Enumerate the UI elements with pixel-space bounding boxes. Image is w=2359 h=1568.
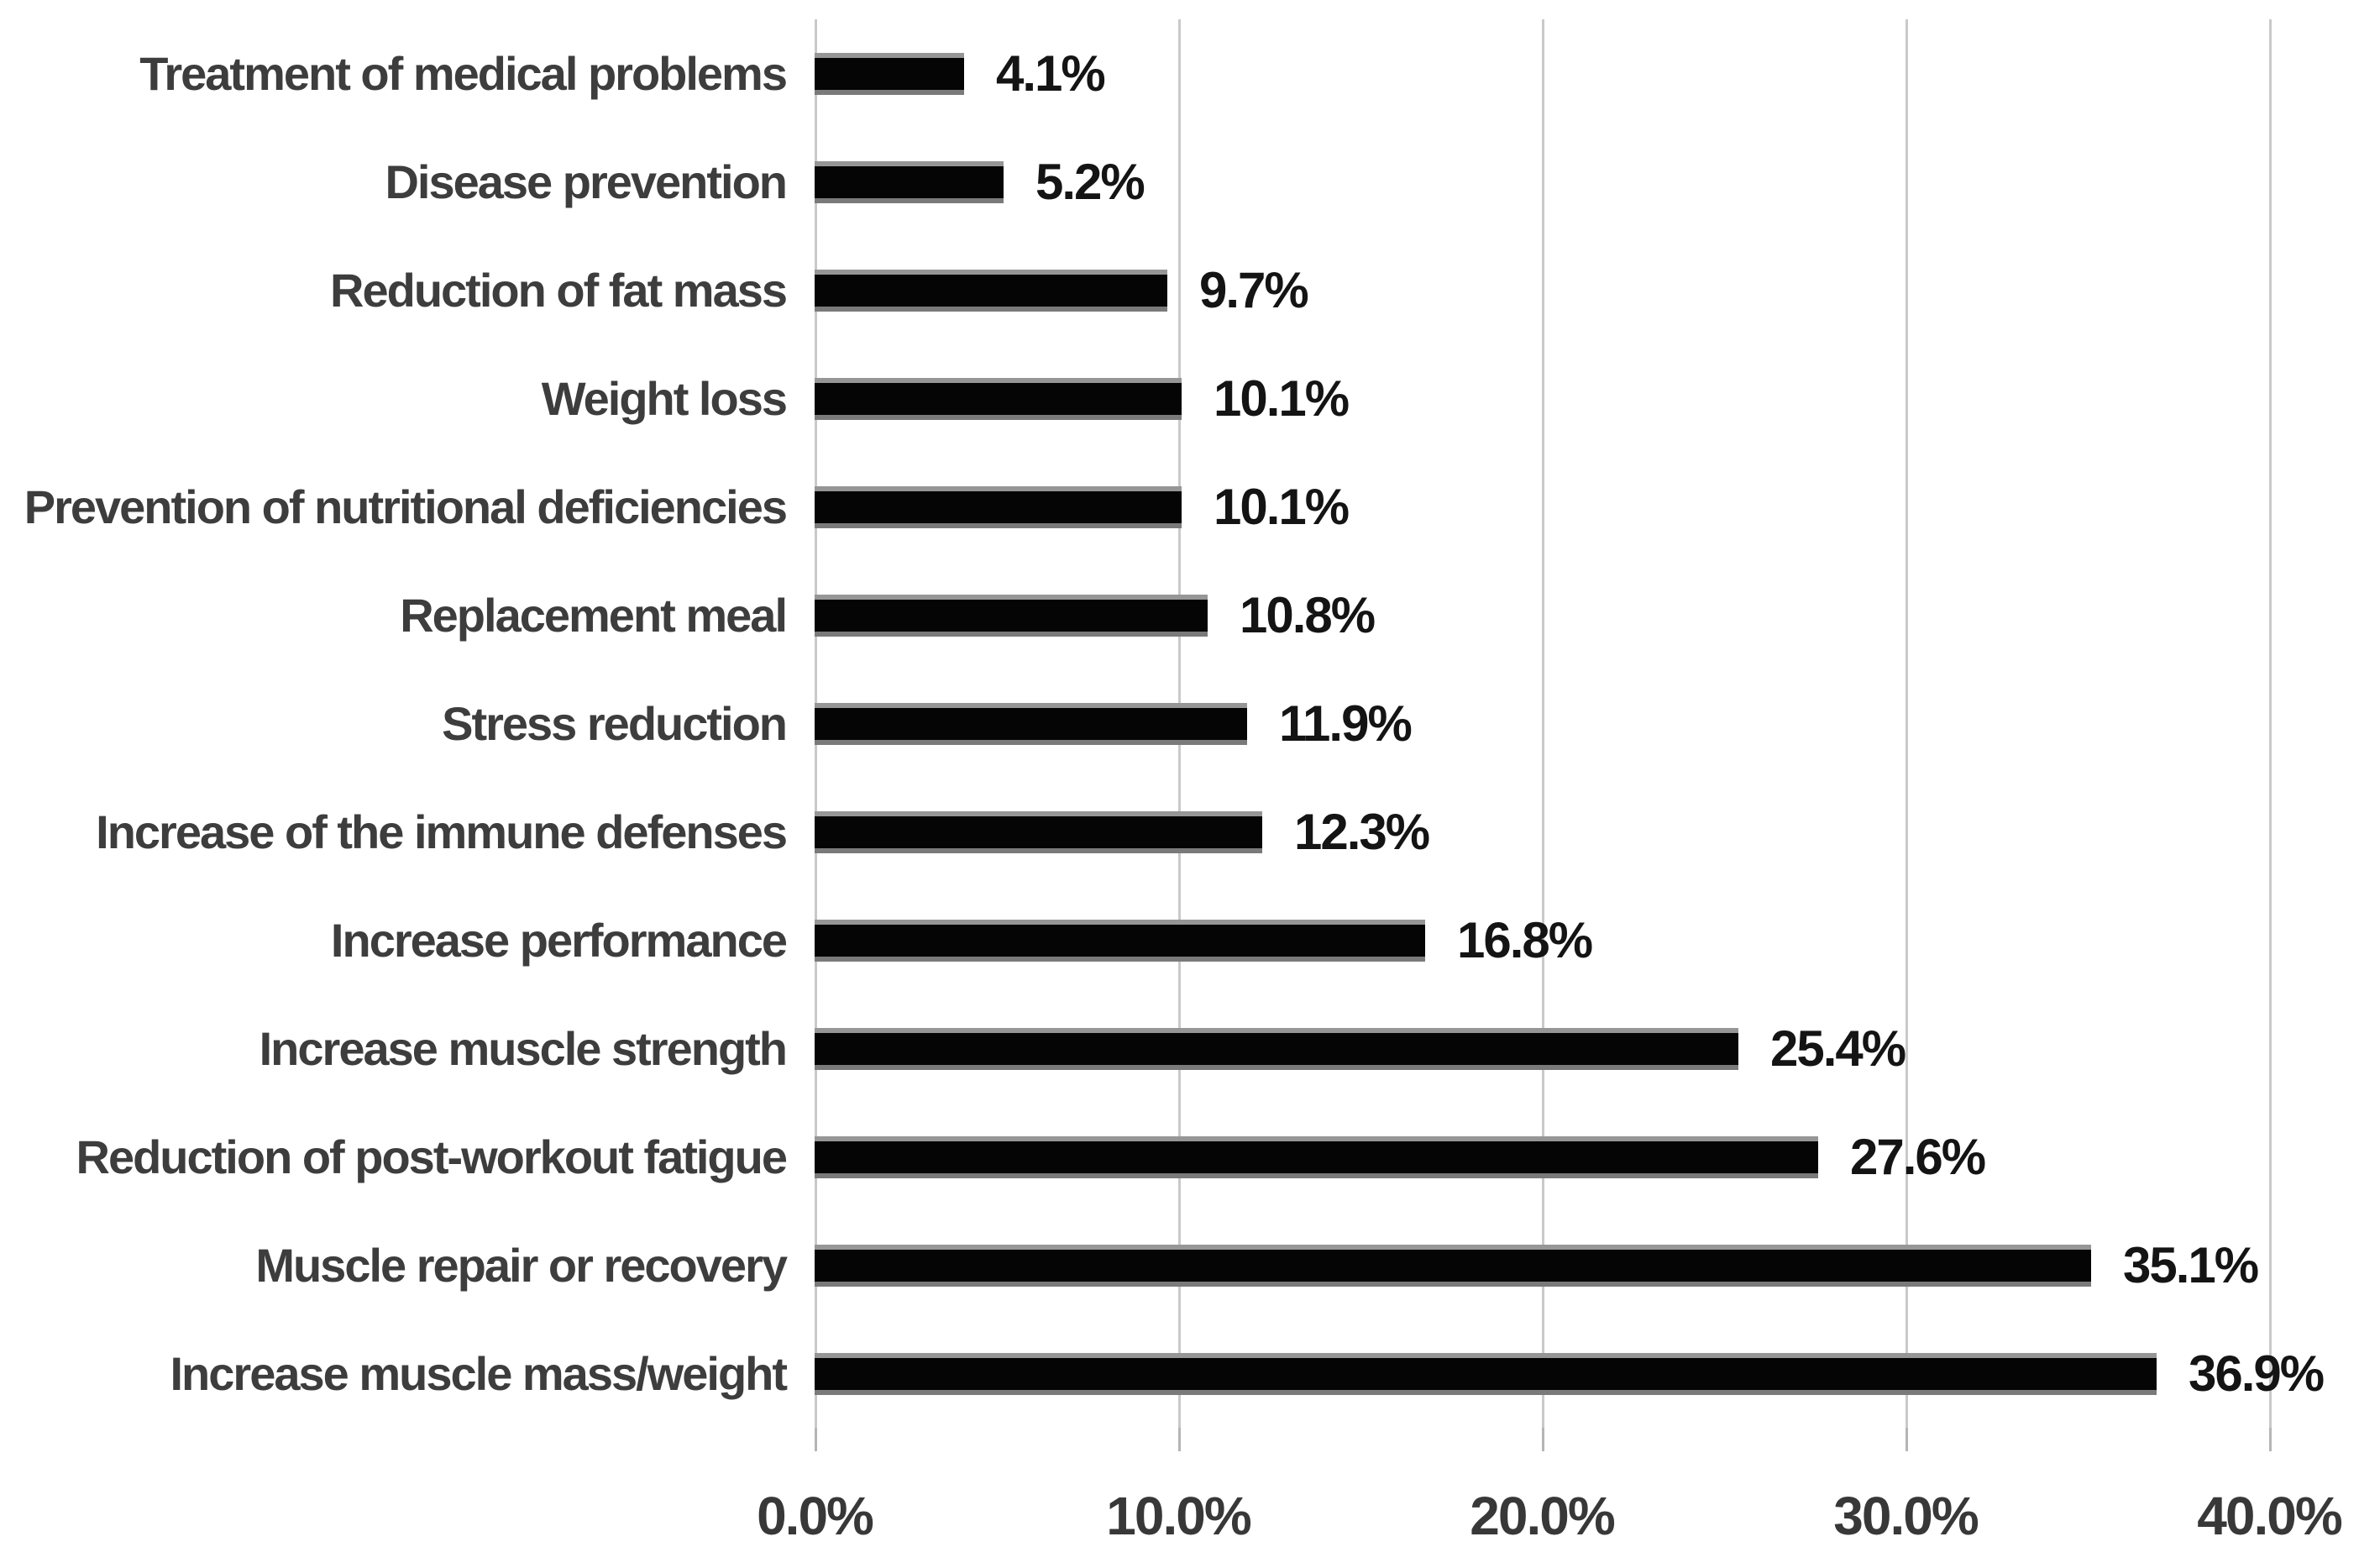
category-label: Increase muscle mass/weight bbox=[170, 1347, 789, 1400]
value-label: 5.2% bbox=[1035, 154, 1145, 210]
bar-area: 35.1% bbox=[815, 1211, 2359, 1319]
bar-row: Increase muscle mass/weight 36.9% bbox=[0, 1319, 2359, 1428]
bar-area: 12.3% bbox=[815, 778, 2359, 886]
category-label: Increase performance bbox=[330, 914, 788, 967]
bar-row: Prevention of nutritional deficiencies 1… bbox=[0, 453, 2359, 561]
bar bbox=[815, 919, 1425, 962]
value-label: 10.8% bbox=[1240, 587, 1376, 643]
bar-row: Increase of the immune defenses 12.3% bbox=[0, 778, 2359, 886]
x-axis-tick-label: 20.0% bbox=[1470, 1486, 1615, 1546]
bar-area: 10.1% bbox=[815, 453, 2359, 561]
bar-row: Reduction of post-workout fatigue 27.6% bbox=[0, 1103, 2359, 1211]
category-label: Reduction of fat mass bbox=[330, 264, 788, 317]
bar bbox=[815, 1027, 1738, 1070]
value-label: 11.9% bbox=[1279, 695, 1413, 752]
value-label: 10.1% bbox=[1214, 370, 1350, 427]
bar bbox=[815, 269, 1167, 312]
bar-area: 10.8% bbox=[815, 561, 2359, 669]
bar-area: 27.6% bbox=[815, 1103, 2359, 1211]
bar-area: 36.9% bbox=[815, 1319, 2359, 1428]
category-label: Stress reduction bbox=[442, 697, 788, 750]
plot-area: 0.0% 10.0% 20.0% 30.0% 40.0% bbox=[757, 19, 2359, 1546]
value-label: 35.1% bbox=[2123, 1237, 2259, 1293]
bar bbox=[815, 485, 1182, 528]
value-label: 36.9% bbox=[2189, 1345, 2325, 1402]
gridline bbox=[2269, 19, 2272, 1428]
category-label: Replacement meal bbox=[400, 589, 788, 642]
bar-row: Reduction of fat mass 9.7% bbox=[0, 236, 2359, 344]
bar-row: Disease prevention 5.2% bbox=[0, 128, 2359, 236]
bar bbox=[815, 52, 964, 95]
bar-area: 10.1% bbox=[815, 344, 2359, 453]
bar-area: 5.2% bbox=[815, 128, 2359, 236]
value-label: 4.1% bbox=[996, 45, 1106, 102]
bar-row: Weight loss 10.1% bbox=[0, 344, 2359, 453]
bar-row: Treatment of medical problems 4.1% bbox=[0, 19, 2359, 128]
tick-mark bbox=[1906, 1428, 1908, 1451]
value-label: 25.4% bbox=[1770, 1020, 1906, 1077]
bar bbox=[815, 377, 1182, 420]
bar bbox=[815, 1244, 2091, 1287]
bar-area: 25.4% bbox=[815, 994, 2359, 1103]
bar-row: Muscle repair or recovery 35.1% bbox=[0, 1211, 2359, 1319]
tick-mark bbox=[1542, 1428, 1544, 1451]
category-label: Increase of the immune defenses bbox=[96, 805, 788, 858]
bar-area: 4.1% bbox=[815, 19, 2359, 128]
tick-mark bbox=[815, 1428, 817, 1451]
gridline bbox=[1906, 19, 1908, 1428]
bar bbox=[815, 1135, 1818, 1178]
bar bbox=[815, 160, 1004, 203]
value-label: 10.1% bbox=[1214, 479, 1350, 535]
bar bbox=[815, 594, 1208, 637]
bar bbox=[815, 1352, 2157, 1395]
bar-row: Increase performance 16.8% bbox=[0, 886, 2359, 994]
x-axis-tick-label: 0.0% bbox=[757, 1486, 874, 1546]
bar-area: 9.7% bbox=[815, 236, 2359, 344]
x-axis-tick-label: 40.0% bbox=[2197, 1486, 2342, 1546]
category-label: Muscle repair or recovery bbox=[255, 1239, 788, 1292]
bar-row: Stress reduction 11.9% bbox=[0, 669, 2359, 778]
category-label: Disease prevention bbox=[385, 155, 788, 208]
bar-area: 11.9% bbox=[815, 669, 2359, 778]
value-label: 16.8% bbox=[1457, 912, 1593, 968]
bar bbox=[815, 702, 1247, 745]
category-label: Weight loss bbox=[541, 372, 788, 425]
x-axis-tick-label: 10.0% bbox=[1106, 1486, 1251, 1546]
value-label: 9.7% bbox=[1199, 262, 1309, 318]
value-label: 12.3% bbox=[1294, 804, 1430, 860]
tick-mark bbox=[2269, 1428, 2272, 1451]
bar-row: Replacement meal 10.8% bbox=[0, 561, 2359, 669]
category-label: Prevention of nutritional deficiencies bbox=[24, 480, 788, 533]
bar-area: 16.8% bbox=[815, 886, 2359, 994]
value-label: 27.6% bbox=[1850, 1129, 1986, 1185]
x-axis-tick-label: 30.0% bbox=[1833, 1486, 1979, 1546]
category-label: Reduction of post-workout fatigue bbox=[76, 1130, 788, 1183]
gridline bbox=[1542, 19, 1544, 1428]
bar-row: Increase muscle strength 25.4% bbox=[0, 994, 2359, 1103]
bar-rows: Treatment of medical problems 4.1% Disea… bbox=[0, 19, 2359, 1428]
tick-mark bbox=[1178, 1428, 1181, 1451]
category-label: Increase muscle strength bbox=[259, 1022, 788, 1075]
bar bbox=[815, 810, 1262, 853]
category-label: Treatment of medical problems bbox=[139, 47, 788, 100]
